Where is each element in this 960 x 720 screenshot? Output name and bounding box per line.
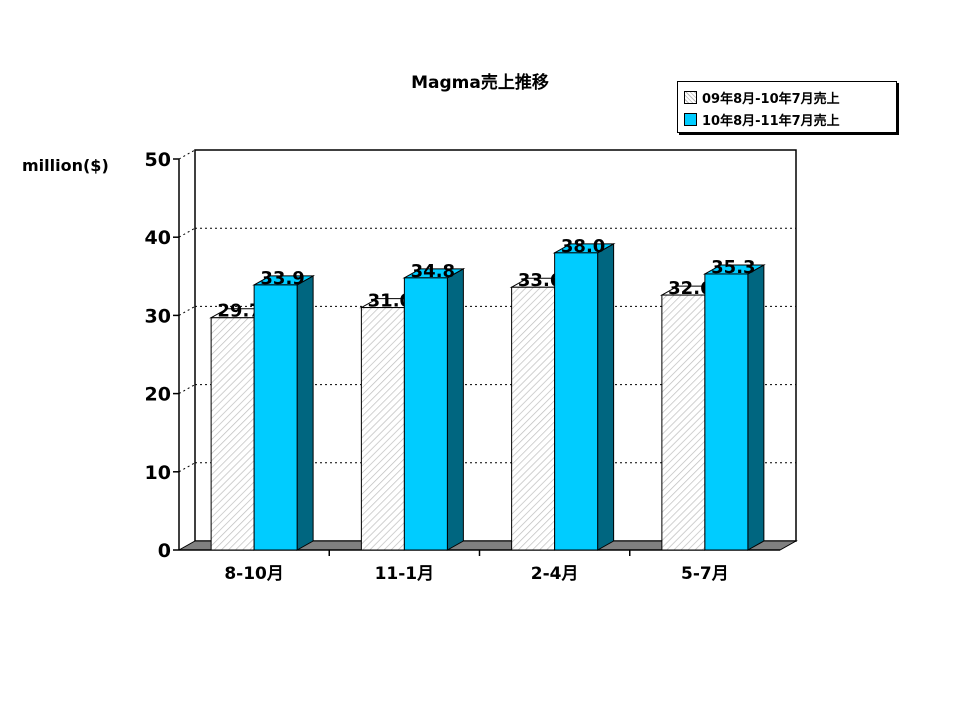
data-label-s1-1: 29.7 (217, 301, 261, 322)
x-tick-label-3: 2-4月 (531, 564, 579, 584)
bar-s1-1 (210, 317, 255, 551)
data-label-s2-1: 33.9 (260, 268, 304, 289)
data-label-s1-2: 31.0 (368, 291, 412, 312)
bar-s1-4 (661, 294, 706, 551)
legend-item-series-2: 10年8月-11年7月売上 (684, 109, 840, 129)
gridline-side-40 (178, 227, 196, 238)
bar-s2-4-side (747, 264, 765, 551)
data-label-s2-4: 35.3 (711, 257, 755, 278)
x-tick-label-2: 11-1月 (375, 564, 435, 584)
bar-s2-3 (554, 252, 599, 551)
legend-label-series-2: 10年8月-11年7月売上 (702, 113, 840, 129)
bar-s2-4 (704, 273, 749, 551)
legend: 09年8月-10年7月売上 10年8月-11年7月売上 (677, 81, 897, 133)
legend-item-series-1: 09年8月-10年7月売上 (684, 87, 840, 107)
data-label-s1-3: 33.6 (518, 270, 562, 291)
gridline-side-10 (178, 462, 196, 473)
y-tick-label-50: 50 (145, 149, 171, 171)
legend-swatch-series-2 (684, 112, 697, 126)
bar-s2-2-side (446, 268, 464, 551)
y-axis-label: million($) (22, 156, 109, 175)
chart-title: Magma売上推移 (411, 73, 549, 93)
gridline-side-50 (178, 149, 196, 160)
gridline-side-30 (178, 305, 196, 316)
y-tick-label-30: 30 (145, 305, 171, 327)
data-label-s2-2: 34.8 (411, 261, 455, 282)
gridline-side-20 (178, 384, 196, 395)
y-tick-label-20: 20 (145, 384, 171, 406)
y-tick-label-10: 10 (145, 462, 171, 484)
data-label-s2-3: 38.0 (561, 236, 605, 257)
bar-s1-3 (511, 286, 556, 551)
y-tick-label-0: 0 (158, 540, 171, 562)
data-label-s1-4: 32.6 (668, 278, 712, 299)
legend-swatch-series-1 (684, 90, 697, 104)
bar-s2-3-side (597, 242, 615, 551)
bar-s2-1-side (296, 275, 314, 551)
y-tick-label-40: 40 (145, 227, 171, 249)
bar-s1-2 (360, 307, 405, 551)
legend-label-series-1: 09年8月-10年7月売上 (702, 91, 840, 107)
bar-s2-2 (403, 277, 448, 551)
bar-s2-1 (253, 284, 298, 551)
x-tick-label-1: 8-10月 (224, 564, 284, 584)
x-tick-label-4: 5-7月 (681, 564, 729, 584)
